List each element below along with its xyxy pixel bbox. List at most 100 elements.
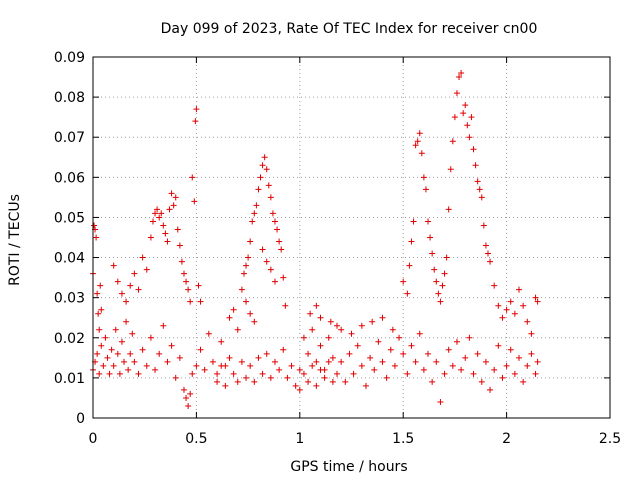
data-point <box>263 258 270 265</box>
data-point <box>185 286 192 293</box>
data-point <box>439 282 446 289</box>
data-point <box>534 298 541 305</box>
data-point <box>412 142 419 149</box>
data-point <box>174 226 181 233</box>
data-point <box>108 346 115 353</box>
data-point <box>474 178 481 185</box>
data-point <box>491 366 498 373</box>
data-point <box>96 370 103 377</box>
data-point <box>429 250 436 257</box>
data-point <box>400 350 407 357</box>
data-point <box>243 298 250 305</box>
data-point <box>91 222 98 229</box>
data-point <box>420 174 427 181</box>
data-point <box>131 358 138 365</box>
data-point <box>276 238 283 245</box>
x-axis-label: GPS time / hours <box>290 459 407 475</box>
data-point <box>271 218 278 225</box>
data-point <box>396 334 403 341</box>
data-point <box>276 366 283 373</box>
data-point <box>416 330 423 337</box>
data-point <box>495 302 502 309</box>
data-point <box>160 322 167 329</box>
data-point <box>470 146 477 153</box>
data-point <box>410 218 417 225</box>
data-point <box>172 374 179 381</box>
data-point <box>183 394 190 401</box>
data-point <box>516 354 523 361</box>
data-point <box>499 314 506 321</box>
data-point <box>230 370 237 377</box>
data-point <box>313 302 320 309</box>
data-point <box>466 134 473 141</box>
data-point <box>408 238 415 245</box>
data-point <box>152 366 159 373</box>
data-point <box>114 350 121 357</box>
data-point <box>139 254 146 261</box>
data-point <box>251 318 258 325</box>
data-point <box>503 362 510 369</box>
data-point <box>313 382 320 389</box>
data-point <box>350 370 357 377</box>
data-point <box>166 206 173 213</box>
data-point <box>329 354 336 361</box>
data-point <box>263 350 270 357</box>
data-point <box>462 102 469 109</box>
data-point <box>168 190 175 197</box>
data-point <box>253 202 260 209</box>
data-point <box>93 234 100 241</box>
y-tick-label: 0.06 <box>54 170 85 186</box>
data-point <box>292 382 299 389</box>
data-point <box>458 366 465 373</box>
data-point <box>433 358 440 365</box>
data-point <box>121 358 128 365</box>
data-point <box>209 358 216 365</box>
data-point <box>160 222 167 229</box>
data-point <box>98 342 105 349</box>
data-point <box>507 298 514 305</box>
data-point <box>408 342 415 349</box>
data-point <box>300 334 307 341</box>
data-point <box>185 402 192 409</box>
data-point <box>453 338 460 345</box>
data-point <box>94 290 101 297</box>
data-point <box>464 122 471 129</box>
data-point <box>267 194 274 201</box>
data-point <box>449 362 456 369</box>
data-point <box>97 282 104 289</box>
data-point <box>261 154 268 161</box>
data-point <box>400 278 407 285</box>
data-point <box>416 130 423 137</box>
data-point <box>156 214 163 221</box>
data-point <box>379 358 386 365</box>
data-point <box>460 110 467 117</box>
data-point <box>441 270 448 277</box>
data-point <box>528 350 535 357</box>
data-point <box>534 358 541 365</box>
data-point <box>243 374 250 381</box>
data-point <box>255 354 262 361</box>
data-point <box>404 290 411 297</box>
data-point <box>162 230 169 237</box>
data-point <box>296 386 303 393</box>
data-point <box>383 374 390 381</box>
grid-lines <box>93 57 610 418</box>
data-point <box>247 362 254 369</box>
y-tick-label: 0 <box>76 411 85 427</box>
data-point <box>391 362 398 369</box>
data-point <box>156 350 163 357</box>
data-point <box>480 222 487 229</box>
data-point <box>482 242 489 249</box>
data-point <box>478 378 485 385</box>
data-point <box>433 278 440 285</box>
data-point <box>305 350 312 357</box>
data-point <box>441 370 448 377</box>
data-point <box>468 114 475 121</box>
data-point <box>499 374 506 381</box>
data-point <box>218 362 225 369</box>
data-point <box>255 186 262 193</box>
data-point <box>346 350 353 357</box>
data-point <box>284 374 291 381</box>
x-tick-label: 0.5 <box>185 431 207 447</box>
